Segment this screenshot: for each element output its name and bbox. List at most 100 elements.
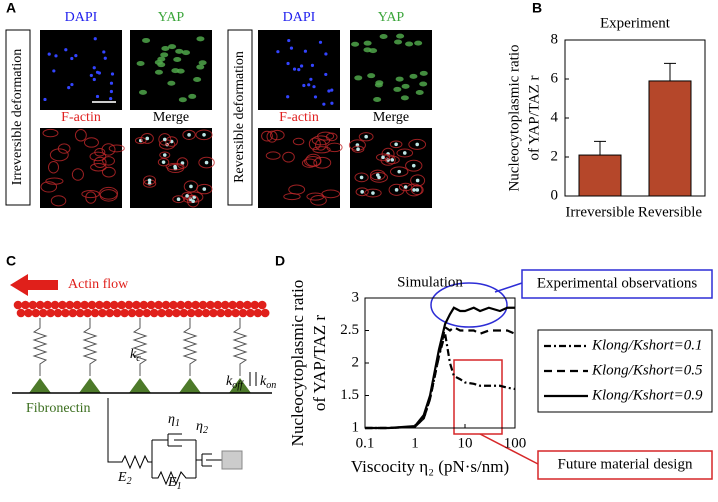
panel-label: C — [6, 253, 16, 269]
cell — [282, 151, 295, 163]
cell — [265, 151, 281, 160]
cell — [405, 183, 423, 197]
nucleus — [74, 54, 78, 58]
nucleus — [161, 160, 166, 164]
actin-monomer — [124, 300, 134, 310]
actin-monomer — [35, 300, 45, 310]
actin-monomer — [179, 308, 189, 318]
nucleus — [89, 73, 93, 78]
viscoelastic-network — [107, 398, 243, 486]
channel-label: F-actin — [61, 110, 101, 125]
actin-monomer — [90, 308, 100, 318]
channel-label: Merge — [373, 110, 409, 125]
nucleus — [297, 68, 301, 72]
actin-monomer — [220, 300, 230, 310]
cell — [398, 182, 413, 192]
actin-monomer — [120, 308, 129, 318]
nucleus — [92, 66, 96, 70]
cell — [326, 142, 343, 153]
actin-monomer — [75, 308, 85, 318]
cell — [187, 194, 200, 208]
cell — [400, 95, 409, 101]
cell — [101, 143, 116, 156]
actin-monomer — [139, 300, 149, 310]
panel-label: A — [6, 0, 16, 16]
cell — [143, 175, 157, 186]
actin-monomer — [31, 308, 41, 318]
actin-monomer — [186, 308, 196, 318]
nucleus — [287, 38, 291, 43]
bar — [648, 80, 692, 197]
nucleus — [394, 188, 399, 192]
nucleus — [92, 77, 96, 82]
actin-monomer — [250, 300, 260, 310]
cell — [358, 132, 374, 142]
actin-monomer — [24, 308, 33, 318]
nucleus — [187, 133, 191, 137]
cell — [375, 153, 391, 162]
legend-label: Klong/Kshort=0.1 — [591, 337, 703, 353]
cell — [351, 41, 360, 47]
nucleus — [330, 101, 334, 105]
legend-box — [537, 329, 713, 413]
cell — [405, 159, 423, 172]
actin-monomer — [216, 308, 226, 318]
actin-monomer — [21, 300, 30, 310]
cell — [196, 64, 205, 70]
cell — [138, 89, 147, 95]
series-line — [365, 325, 516, 430]
cell — [292, 137, 305, 146]
x-tick-label: 100 — [504, 435, 527, 451]
nucleus — [286, 95, 290, 99]
spring — [182, 318, 198, 376]
nucleus — [302, 83, 306, 88]
actin-monomer — [201, 308, 211, 318]
cell — [168, 44, 177, 50]
cell — [142, 37, 151, 43]
actin-monomer — [206, 300, 215, 310]
panel-label: B — [532, 0, 542, 16]
cell — [317, 131, 335, 141]
nucleus — [318, 40, 323, 44]
actin-monomer — [164, 308, 174, 318]
cell — [140, 133, 154, 144]
chart-title: Experiment — [600, 15, 671, 31]
nucleus — [145, 136, 150, 141]
cell — [81, 189, 100, 199]
cell — [396, 148, 414, 158]
arrow — [479, 433, 539, 465]
nucleus — [202, 187, 207, 191]
actin-monomer — [257, 300, 267, 310]
adhesion-site — [179, 378, 201, 393]
cell — [388, 183, 405, 196]
nucleus — [356, 147, 360, 152]
condition-box — [5, 29, 31, 206]
nucleus — [43, 97, 47, 102]
nucleus — [397, 169, 402, 174]
cell — [369, 169, 386, 181]
actin-monomer — [61, 308, 70, 318]
bar — [578, 154, 622, 197]
actin-filament — [13, 300, 270, 318]
y-tick-label: 6 — [551, 70, 559, 86]
legend-label: Klong/Kshort=0.9 — [591, 387, 703, 403]
actin-monomer — [154, 300, 163, 310]
condition-box — [227, 29, 253, 206]
actin-monomer — [53, 308, 63, 318]
actin-monomer — [198, 300, 208, 310]
symbol: E2 — [117, 470, 132, 487]
cell — [370, 171, 389, 183]
highlight-ellipse — [430, 282, 508, 328]
cell — [313, 156, 332, 169]
actin-monomer — [238, 308, 248, 318]
cell — [364, 188, 382, 198]
error-bar — [594, 140, 606, 156]
nucleus — [415, 178, 420, 183]
cell — [196, 183, 213, 195]
cell — [157, 157, 170, 167]
actin-monomer — [117, 300, 126, 310]
cell — [154, 59, 163, 65]
x-tick-label: 10 — [458, 435, 473, 451]
cell — [266, 130, 278, 143]
nucleus — [185, 194, 189, 198]
